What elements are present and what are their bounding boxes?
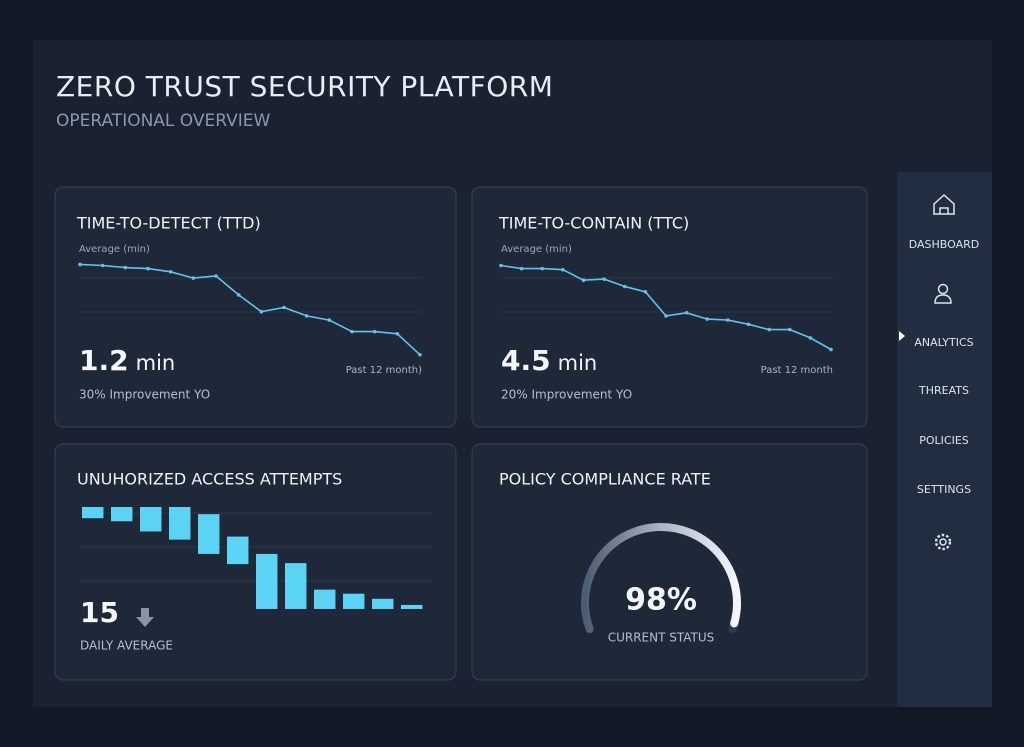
gauge-value: 98% bbox=[625, 583, 697, 618]
settings-icon bbox=[934, 533, 952, 551]
trend-point bbox=[746, 322, 751, 327]
nav-item[interactable]: SETTINGS bbox=[917, 483, 971, 496]
trend-point bbox=[767, 327, 771, 332]
trend-point bbox=[146, 266, 150, 271]
trend-point bbox=[304, 314, 309, 318]
page-subtitle: OPERATIONAL OVERVIEW bbox=[56, 111, 271, 131]
trend-point bbox=[643, 289, 648, 294]
bar bbox=[169, 507, 191, 540]
bar bbox=[227, 536, 249, 565]
period-label: Past 12 month bbox=[761, 365, 833, 376]
card-title: TIME-TO-CONTAIN (TTC) bbox=[498, 214, 689, 233]
trend-point bbox=[519, 266, 524, 271]
sidebar bbox=[897, 172, 992, 707]
nav-item[interactable]: ANALYTICS bbox=[914, 336, 973, 349]
bar bbox=[111, 507, 133, 522]
trend-point bbox=[808, 336, 813, 340]
card-title: TIME-TO-DETECT (TTD) bbox=[76, 214, 261, 233]
down-arrow bbox=[136, 608, 154, 627]
trend-point bbox=[602, 277, 606, 281]
gauge-arc bbox=[581, 523, 741, 633]
trend-point bbox=[78, 262, 82, 267]
trend-point bbox=[395, 331, 400, 336]
nav-item[interactable]: THREATS bbox=[918, 384, 969, 397]
trend-point bbox=[622, 284, 627, 289]
user-icon bbox=[934, 294, 952, 304]
bar bbox=[285, 563, 307, 609]
home-icon bbox=[933, 193, 955, 215]
settings-icon bbox=[939, 538, 947, 546]
bar bbox=[401, 604, 423, 609]
page-title: ZERO TRUST SECURITY PLATFORM bbox=[56, 70, 553, 103]
bar bbox=[372, 598, 394, 609]
nav-item[interactable]: DASHBOARD bbox=[909, 238, 980, 251]
card bbox=[471, 186, 868, 428]
trend-point bbox=[100, 263, 105, 268]
bar bbox=[256, 553, 278, 609]
trend-point bbox=[581, 278, 586, 283]
card-title: POLICY COMPLIANCE RATE bbox=[499, 470, 711, 489]
card-title: UNUHORIZED ACCESS ATTEMPTS bbox=[77, 470, 342, 489]
bar bbox=[82, 507, 104, 519]
metric-value: 15 bbox=[80, 596, 119, 629]
trend-point bbox=[499, 263, 503, 268]
trend-point bbox=[829, 347, 833, 352]
metric-unit: min bbox=[558, 351, 598, 375]
metric-value: 4.5 bbox=[501, 344, 551, 377]
metric-note: 30% Improvement YO bbox=[79, 388, 210, 402]
nav-item[interactable]: POLICIES bbox=[919, 434, 969, 447]
trend-point bbox=[350, 329, 354, 334]
metric-unit: min bbox=[136, 351, 176, 375]
chart-caption: Average (min) bbox=[501, 244, 572, 255]
metric-value: 1.2 bbox=[79, 344, 129, 377]
trend-point bbox=[705, 317, 710, 321]
bar bbox=[198, 514, 220, 554]
trend-point bbox=[372, 329, 377, 334]
active-indicator bbox=[899, 331, 905, 341]
trend-point bbox=[418, 352, 422, 357]
trend-point bbox=[123, 265, 128, 270]
metric-note: DAILY AVERAGE bbox=[80, 639, 173, 653]
bar bbox=[140, 507, 162, 532]
trend-point bbox=[327, 318, 332, 322]
metric-note: 20% Improvement YO bbox=[501, 388, 632, 402]
bar bbox=[314, 589, 336, 609]
trend-point bbox=[191, 276, 196, 280]
trend-line bbox=[79, 263, 421, 356]
trend-point bbox=[726, 318, 730, 322]
trend-point bbox=[259, 309, 264, 314]
user-icon bbox=[937, 283, 949, 295]
trend-point bbox=[168, 270, 173, 274]
trend-point bbox=[664, 314, 668, 318]
period-label: Past 12 month) bbox=[346, 365, 422, 376]
card bbox=[54, 443, 457, 681]
trend-point bbox=[561, 267, 565, 272]
chart-caption: Average (min) bbox=[79, 244, 150, 255]
trend-point bbox=[214, 274, 218, 278]
trend-point bbox=[684, 310, 689, 315]
card bbox=[471, 443, 868, 681]
bar bbox=[343, 593, 365, 609]
trend-point bbox=[236, 293, 241, 297]
trend-point bbox=[787, 327, 792, 332]
trend-point bbox=[540, 266, 545, 271]
nav-menu: DASHBOARD ANALYTICS THREATS POLICIES SETTING… bbox=[899, 238, 979, 496]
gauge-note: CURRENT STATUS bbox=[608, 631, 715, 645]
trend-point bbox=[282, 305, 286, 310]
